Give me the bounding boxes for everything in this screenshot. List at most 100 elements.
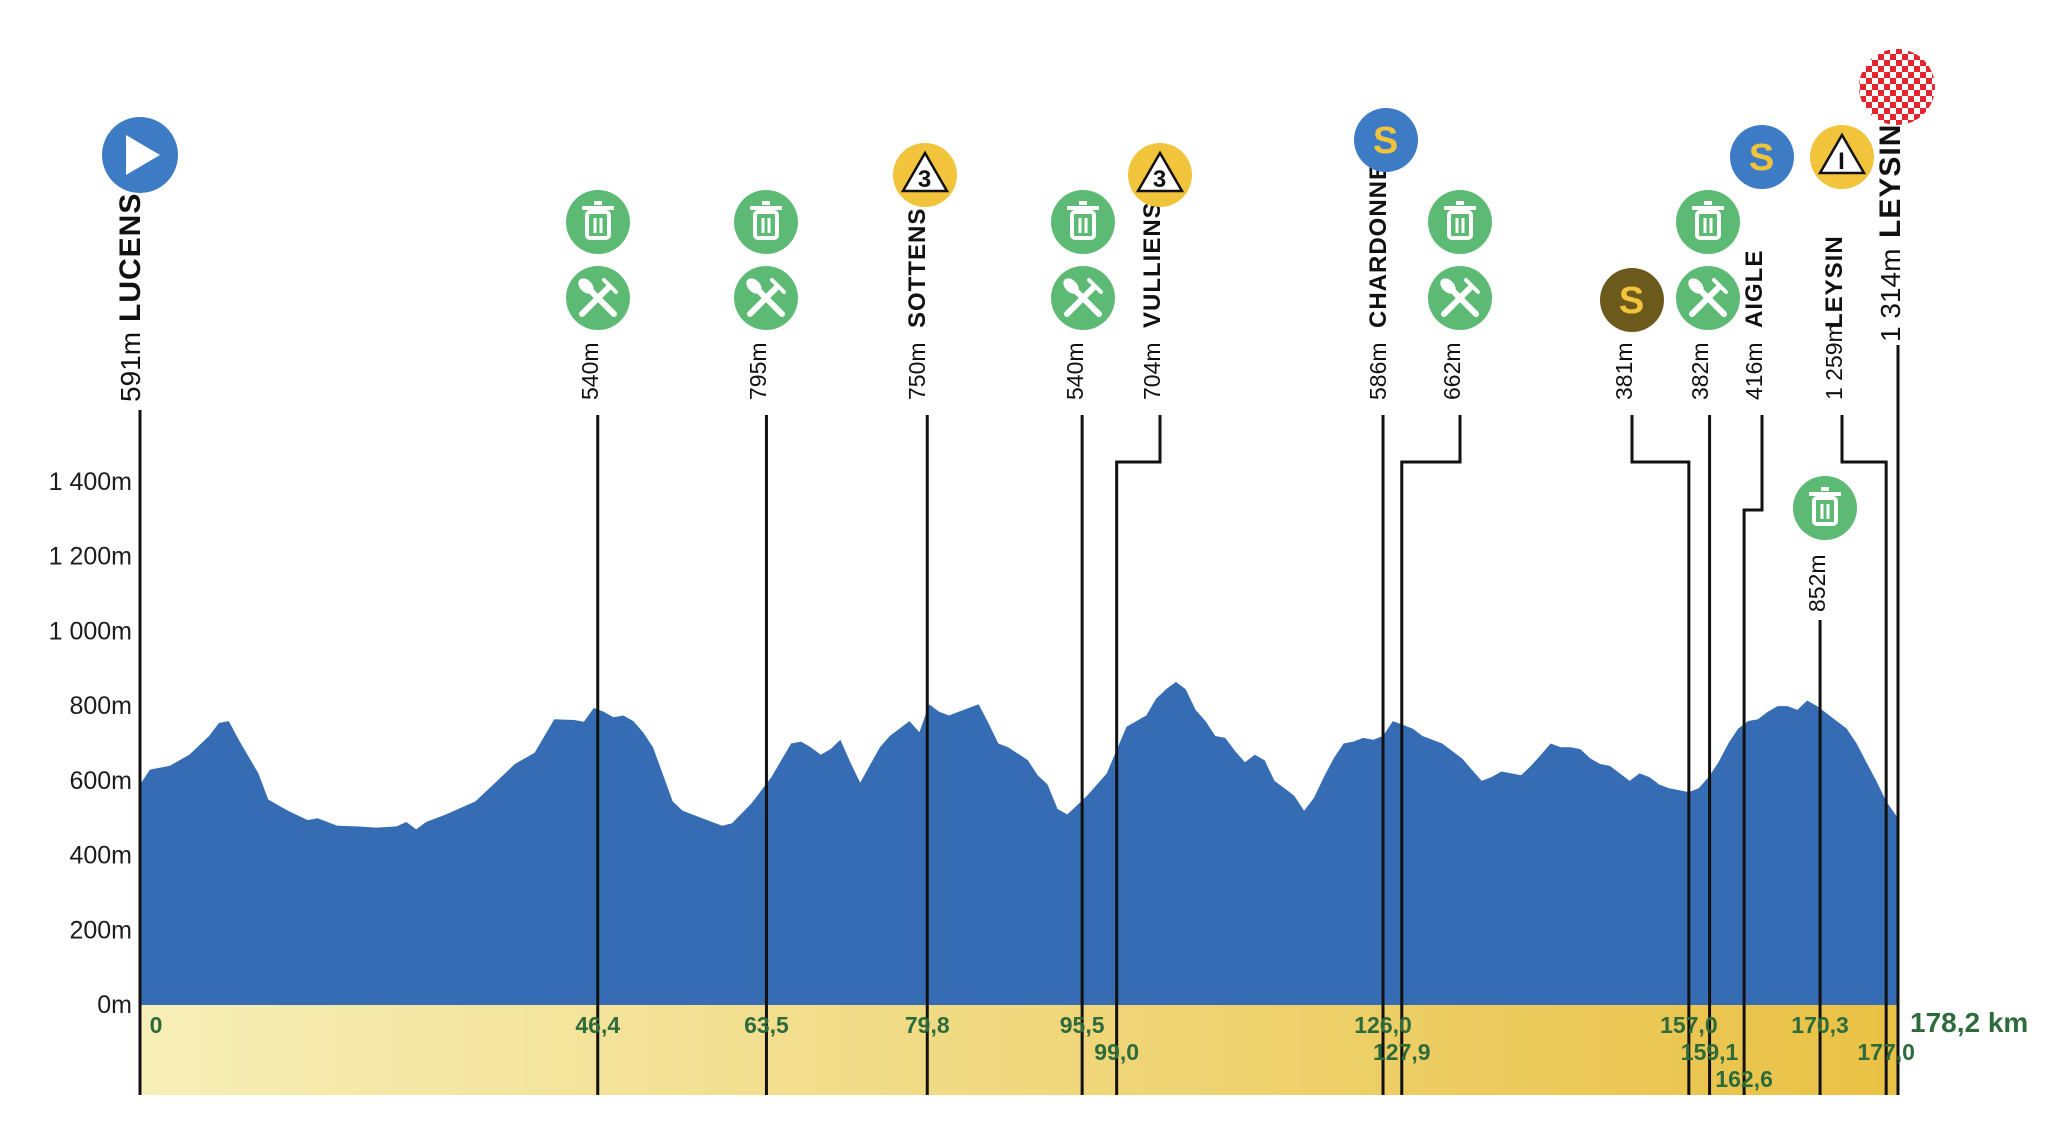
place-name: LEYSIN [1874,124,1907,238]
altitude-label: 381m [1611,342,1637,400]
knife-icon [755,287,785,317]
bin-icon-body [1070,210,1096,240]
knife-icon [587,287,617,317]
altitude-label: 795m [745,342,771,400]
km-tick-label: 157,0 [1660,1012,1718,1038]
sprint-label: S [1619,280,1645,322]
fork-tines-icon [770,278,786,294]
altitude-label: 662m [1439,342,1465,400]
bin-icon [1428,190,1492,254]
feed-icon [734,266,798,330]
km-tick-label: 126,0 [1354,1012,1412,1038]
knife-blade-icon [1440,278,1456,294]
elevation-profile [140,681,1898,1005]
feed-icon [1676,266,1740,330]
climb-category-label: 3 [1153,166,1167,193]
y-tick-label: 600m [69,767,132,795]
sprint-badge-circle [1354,108,1418,172]
km-tick-label: 177,0 [1857,1039,1915,1065]
bin-icon [1051,190,1115,254]
feed-icon [566,266,630,330]
sprint-icon: S [1730,125,1794,189]
km-tick-label: 162,6 [1715,1066,1773,1092]
climb-category-label: I [1838,148,1846,175]
altitude-label: 540m [577,342,603,400]
bin-icon-body [753,210,779,240]
y-axis: 0m 200m 400m 600m 800m 1 000m 1 200m 1 400m [49,468,132,1019]
place-name: CHARDONNE [1365,163,1392,328]
sprint-label: S [1749,137,1775,179]
altitude-label: 416m [1741,342,1767,400]
altitude-label: 1 259m [1821,323,1847,400]
knife-blade-icon [746,278,762,294]
place-name: VULLIENS [1139,201,1166,328]
sprint-badge-circle [1600,268,1664,332]
climb-cat3-icon: 3 [893,143,957,207]
y-tick-label: 1 000m [49,617,132,645]
bin-icon [566,190,630,254]
place-name: LEYSIN [1821,235,1848,328]
climb-cat3-icon: 3 [1128,143,1192,207]
fork-icon [747,285,779,317]
bin-icon-circle [1428,190,1492,254]
altitude-label: 704m [1139,342,1165,400]
place-name: LUCENS [114,193,147,322]
bin-icon-body [1447,210,1473,240]
fork-icon [1689,285,1721,317]
bin-icon-circle [1051,190,1115,254]
place-name: SOTTENS [904,208,931,328]
play-icon [126,135,160,175]
marker-line [1630,415,1691,1095]
km-tick-label: 99,0 [1094,1039,1139,1065]
point-icons: 3 3 S S S I [102,49,1935,540]
climb-category-label: 3 [918,166,932,193]
altitude-label: 852m [1804,554,1830,612]
bin-icon [1676,190,1740,254]
y-tick-label: 0m [97,991,132,1019]
marker-line [1400,415,1462,1095]
bin-icon-circle [1676,190,1740,254]
altitude-label: 540m [1062,342,1088,400]
finish-icon [1859,49,1935,125]
fork-tines-icon [1464,278,1480,294]
total-distance-label: 178,2 km [1910,1007,2028,1038]
marker-lines [138,345,1900,1095]
fork-icon [1064,285,1096,317]
altitude-label: 750m [904,342,930,400]
km-tick-label: 127,9 [1373,1039,1431,1065]
sprint-label: S [1373,120,1399,162]
fork-icon [579,285,611,317]
y-tick-label: 1 200m [49,543,132,571]
altitude-label: 586m [1365,342,1391,400]
y-tick-label: 400m [69,842,132,870]
altitude-label: 382m [1687,342,1713,400]
feed-icon [1428,266,1492,330]
fork-tines-icon [602,278,618,294]
bin-icon [1793,476,1857,540]
km-tick-label: 95,5 [1060,1012,1105,1038]
km-band-fill [140,1005,1898,1095]
bin-icon-body [585,210,611,240]
km-tick-label: 0 [150,1012,163,1038]
sprint-icon: S [1354,108,1418,172]
marker-line [1742,415,1764,1095]
fork-icon [1441,285,1473,317]
feed-icon [1051,266,1115,330]
bin-icon-circle [566,190,630,254]
elevation-area [140,681,1898,1005]
y-tick-label: 800m [69,692,132,720]
km-tick-label: 159,1 [1681,1039,1739,1065]
y-tick-label: 1 400m [49,468,132,496]
climb-triangle-icon [900,150,950,193]
knife-blade-icon [1688,278,1704,294]
climb-triangle-icon [1135,150,1185,193]
climb-cat1-icon: I [1810,125,1874,189]
knife-icon [1697,287,1727,317]
point-labels: 591m LUCENS 540m 795m 750m SOTTENS 540m 704m VUL… [114,124,1907,612]
knife-icon [1449,287,1479,317]
climb-triangle-icon [1817,132,1867,175]
start-icon [102,117,178,193]
altitude-label: 591m [115,332,146,402]
